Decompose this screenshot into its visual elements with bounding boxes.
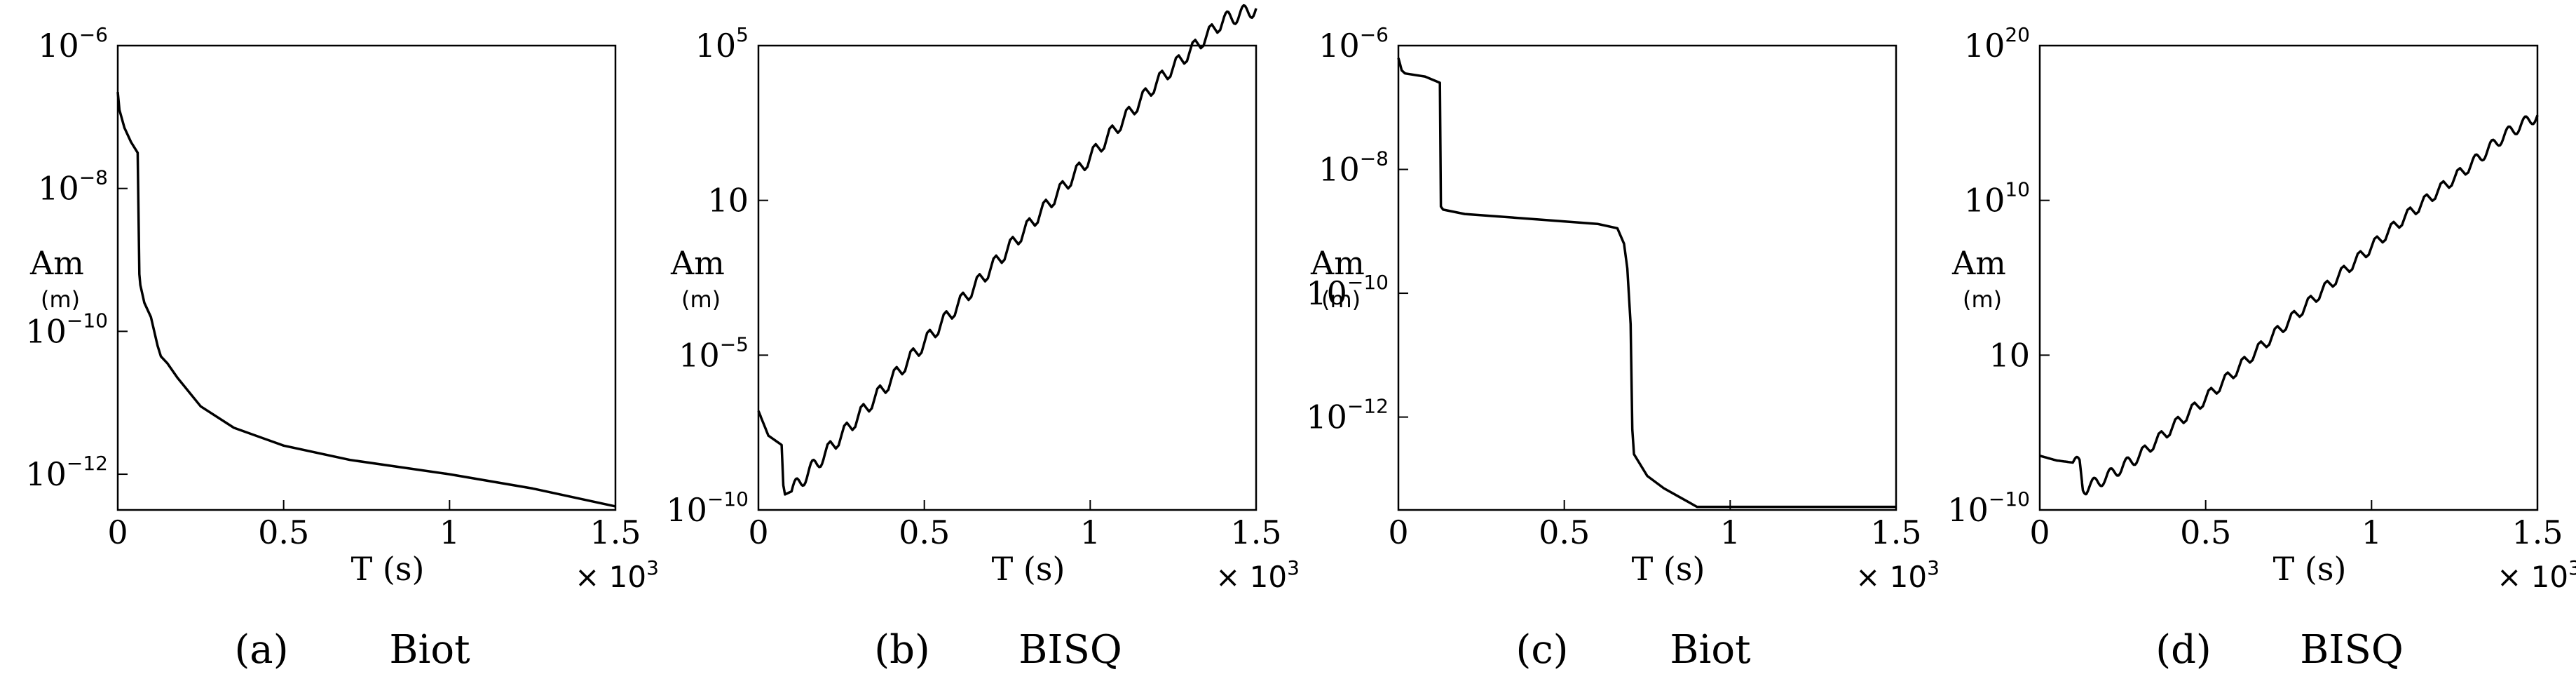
plot-frame bbox=[757, 44, 1258, 511]
y-axis-unit: (m) bbox=[1321, 286, 1361, 313]
y-tick-label: 10−12 bbox=[1306, 395, 1389, 436]
x-multiplier: × 103 bbox=[1855, 556, 1940, 594]
caption-name: Biot bbox=[389, 627, 470, 673]
y-axis-unit: (m) bbox=[1963, 286, 2002, 313]
y-tick-label: 1020 bbox=[1964, 23, 2030, 65]
x-tick-label: 1 bbox=[1720, 513, 1740, 551]
plot-frame bbox=[2038, 44, 2539, 511]
x-tick-label: 1.5 bbox=[1870, 513, 1921, 551]
y-tick-label: 10−12 bbox=[25, 452, 108, 493]
y-tick-label: 10−10 bbox=[1947, 487, 2030, 529]
x-tick-label: 0 bbox=[2029, 513, 2050, 551]
y-axis-unit: (m) bbox=[41, 286, 80, 313]
y-tick-label: 10−8 bbox=[38, 166, 108, 208]
x-tick-label: 1 bbox=[2362, 513, 2382, 551]
x-tick-label: 0 bbox=[1388, 513, 1408, 551]
x-multiplier: × 103 bbox=[575, 556, 659, 594]
x-tick-label: 1 bbox=[1080, 513, 1100, 551]
caption-name: Biot bbox=[1670, 627, 1751, 673]
caption-name: BISQ bbox=[1018, 627, 1122, 673]
x-tick-label: 0 bbox=[748, 513, 768, 551]
caption-letter: (d) bbox=[2155, 627, 2212, 673]
x-tick-label: 0.5 bbox=[1539, 513, 1590, 551]
y-tick-label: 105 bbox=[695, 23, 749, 65]
x-tick-label: 0.5 bbox=[258, 513, 309, 551]
x-multiplier: × 103 bbox=[1215, 556, 1300, 594]
x-tick-label: 1.5 bbox=[2512, 513, 2563, 551]
chart-panel-1: 10−6 10−8 10−10 10−12 0 0.5 1 1.5 T (s) Am (m) × 10… bbox=[25, 23, 659, 673]
x-axis-label: T (s) bbox=[2273, 550, 2347, 588]
y-tick-label: 10 bbox=[707, 182, 749, 220]
y-tick-label: 10−10 bbox=[25, 309, 108, 350]
caption-letter: (c) bbox=[1515, 627, 1568, 673]
series-line-1 bbox=[757, 4, 1258, 496]
x-tick-label: 0 bbox=[107, 513, 128, 551]
x-axis-label: T (s) bbox=[351, 550, 425, 588]
x-tick-label: 0.5 bbox=[2180, 513, 2231, 551]
y-tick-label: 10−5 bbox=[679, 332, 749, 374]
y-axis-label: Am bbox=[670, 244, 725, 282]
x-tick-label: 1 bbox=[439, 513, 460, 551]
x-axis-label: T (s) bbox=[992, 550, 1065, 588]
y-tick-label: 10−6 bbox=[38, 23, 108, 65]
y-tick-label: 10−10 bbox=[1306, 271, 1389, 312]
y-tick-label: 10 bbox=[1989, 336, 2030, 374]
series-line-1 bbox=[2039, 114, 2539, 496]
y-axis-unit: (m) bbox=[681, 286, 721, 313]
y-tick-label: 10−10 bbox=[666, 487, 749, 529]
x-tick-label: 0.5 bbox=[899, 513, 950, 551]
series-line-1 bbox=[1397, 58, 1896, 509]
y-tick-label: 10−8 bbox=[1318, 147, 1389, 189]
x-axis-label: T (s) bbox=[1632, 550, 1705, 588]
x-tick-label: 1.5 bbox=[590, 513, 641, 551]
y-axis-label: Am bbox=[1310, 244, 1365, 282]
y-axis-label: Am bbox=[29, 244, 84, 282]
plot-frame bbox=[1397, 44, 1897, 511]
caption-letter: (b) bbox=[874, 627, 930, 673]
y-tick-label: 10−6 bbox=[1318, 23, 1389, 65]
y-tick-label: 1010 bbox=[1964, 178, 2030, 220]
plot-frame bbox=[116, 44, 617, 511]
x-multiplier: × 103 bbox=[2497, 556, 2576, 594]
caption-letter: (a) bbox=[234, 627, 288, 673]
x-tick-label: 1.5 bbox=[1230, 513, 1281, 551]
chart-panel-2: 105 10 10−5 10−100 0.5 1 1.5 T (s) Am (m) × 103 (b)… bbox=[666, 4, 1300, 673]
y-axis-label: Am bbox=[1951, 244, 2006, 282]
series-line-1 bbox=[116, 92, 616, 508]
caption-name: BISQ bbox=[2300, 627, 2404, 673]
chart-panel-3: 10−6 10−8 10−10 10−12 0 0.5 1 1.5 T (s) Am (m) × 10… bbox=[1306, 23, 1940, 673]
